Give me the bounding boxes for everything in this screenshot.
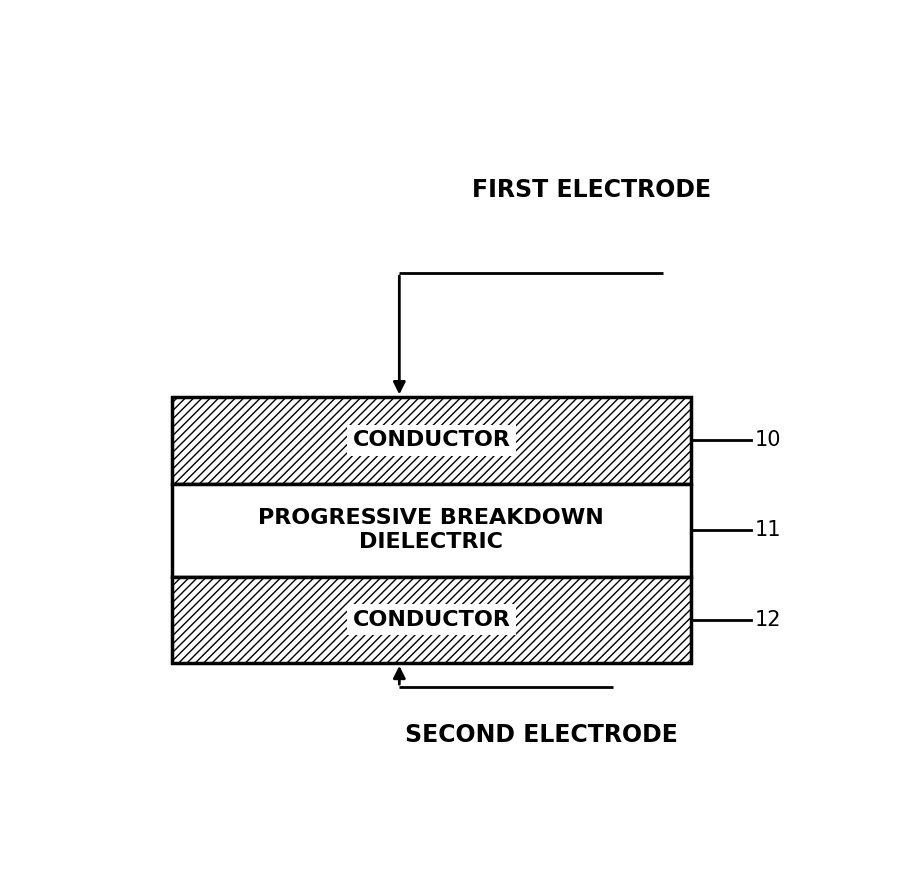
Bar — [172, 397, 691, 484]
Text: 11: 11 — [755, 520, 781, 540]
Text: 12: 12 — [755, 610, 781, 630]
Text: CONDUCTOR: CONDUCTOR — [353, 430, 510, 451]
Text: 10: 10 — [755, 430, 781, 451]
Text: SECOND ELECTRODE: SECOND ELECTRODE — [405, 723, 678, 747]
Text: FIRST ELECTRODE: FIRST ELECTRODE — [472, 178, 711, 202]
Text: PROGRESSIVE BREAKDOWN
DIELECTRIC: PROGRESSIVE BREAKDOWN DIELECTRIC — [259, 509, 604, 552]
Bar — [172, 484, 691, 577]
Bar — [172, 577, 691, 663]
Text: CONDUCTOR: CONDUCTOR — [353, 610, 510, 630]
